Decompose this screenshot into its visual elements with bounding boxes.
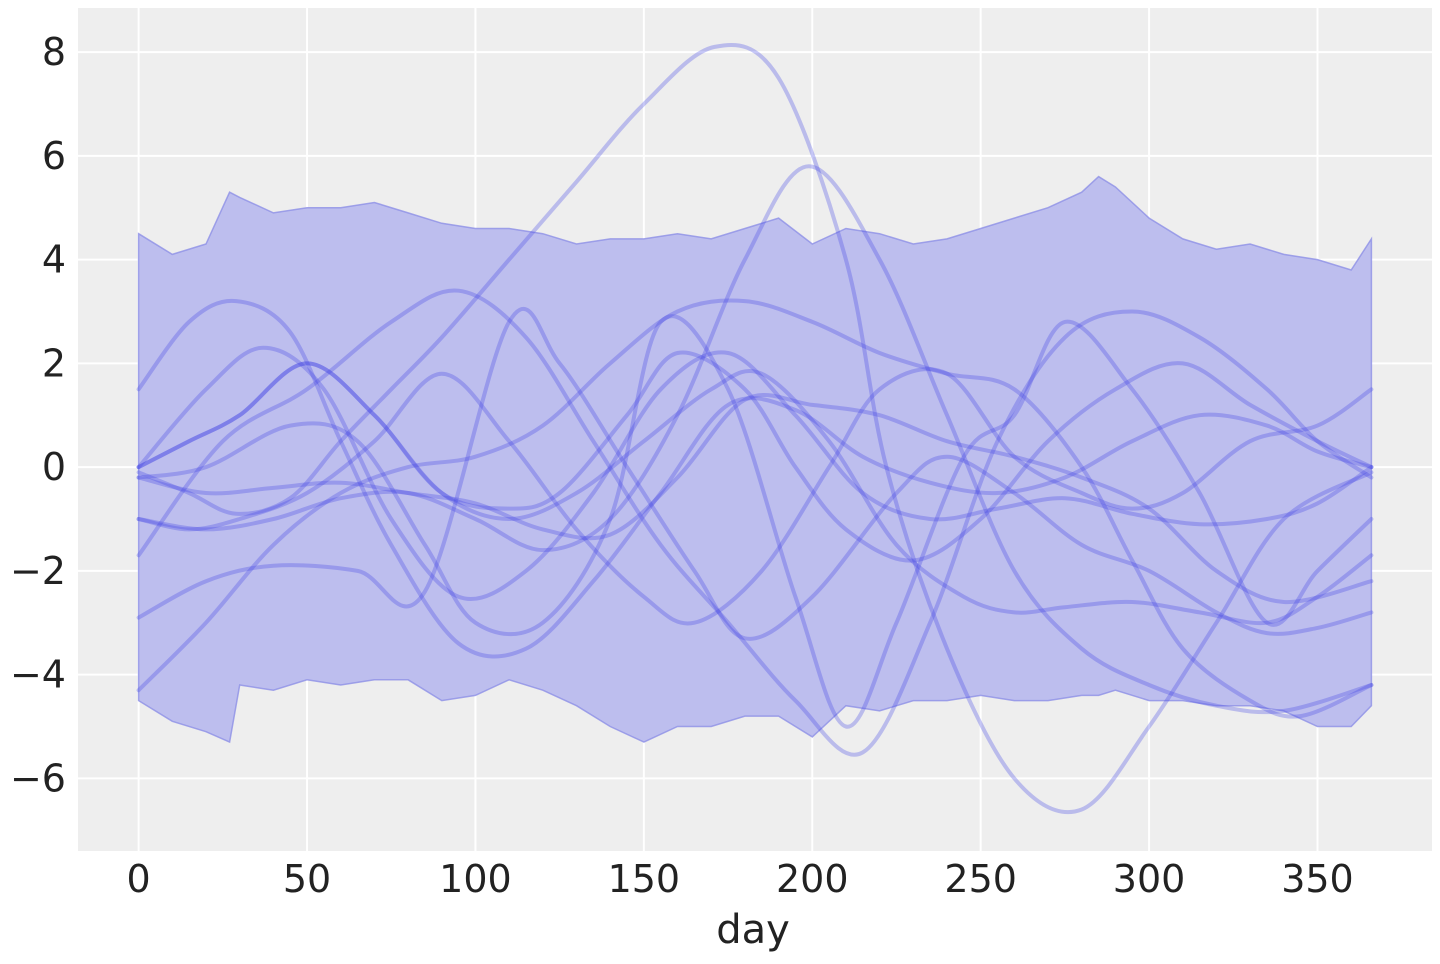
series-line xyxy=(136,393,1374,605)
series-line xyxy=(136,367,1374,626)
series-line xyxy=(136,288,1374,757)
interval-band-area xyxy=(137,175,1373,744)
y-tick-label: 8 xyxy=(42,30,66,74)
y-tick-label: −2 xyxy=(10,549,66,593)
x-tick-label: 100 xyxy=(439,857,512,901)
series-line xyxy=(136,298,1374,659)
series-lines xyxy=(136,43,1374,815)
x-tick-labels: 0 50 100 150 200 250 300 350 xyxy=(127,857,1354,901)
y-tick-label: 2 xyxy=(42,341,66,385)
y-tick-labels: −6 −4 −2 0 2 4 6 8 xyxy=(10,30,66,800)
series-line xyxy=(136,164,1374,715)
x-tick-label: 300 xyxy=(1113,857,1186,901)
y-tick-label: 6 xyxy=(42,134,66,178)
x-tick-label: 350 xyxy=(1281,857,1354,901)
x-tick-label: 250 xyxy=(944,857,1017,901)
y-tick-label: −4 xyxy=(10,653,66,697)
x-tick-label: 0 xyxy=(127,857,151,901)
series-line xyxy=(136,345,1374,601)
series-line xyxy=(136,350,1374,563)
x-tick-label: 150 xyxy=(608,857,681,901)
x-tick-label: 200 xyxy=(776,857,849,901)
series-line xyxy=(136,361,1374,626)
y-tick-label: −6 xyxy=(10,756,66,800)
x-tick-label: 50 xyxy=(283,857,331,901)
series-line xyxy=(136,298,1374,719)
series-line xyxy=(136,306,1374,641)
series-line xyxy=(136,43,1374,815)
series-line xyxy=(136,314,1374,729)
y-tick-label: 4 xyxy=(42,238,66,282)
y-tick-label: 0 xyxy=(42,445,66,489)
x-axis-label: day xyxy=(716,907,790,953)
interval-band xyxy=(137,175,1373,744)
